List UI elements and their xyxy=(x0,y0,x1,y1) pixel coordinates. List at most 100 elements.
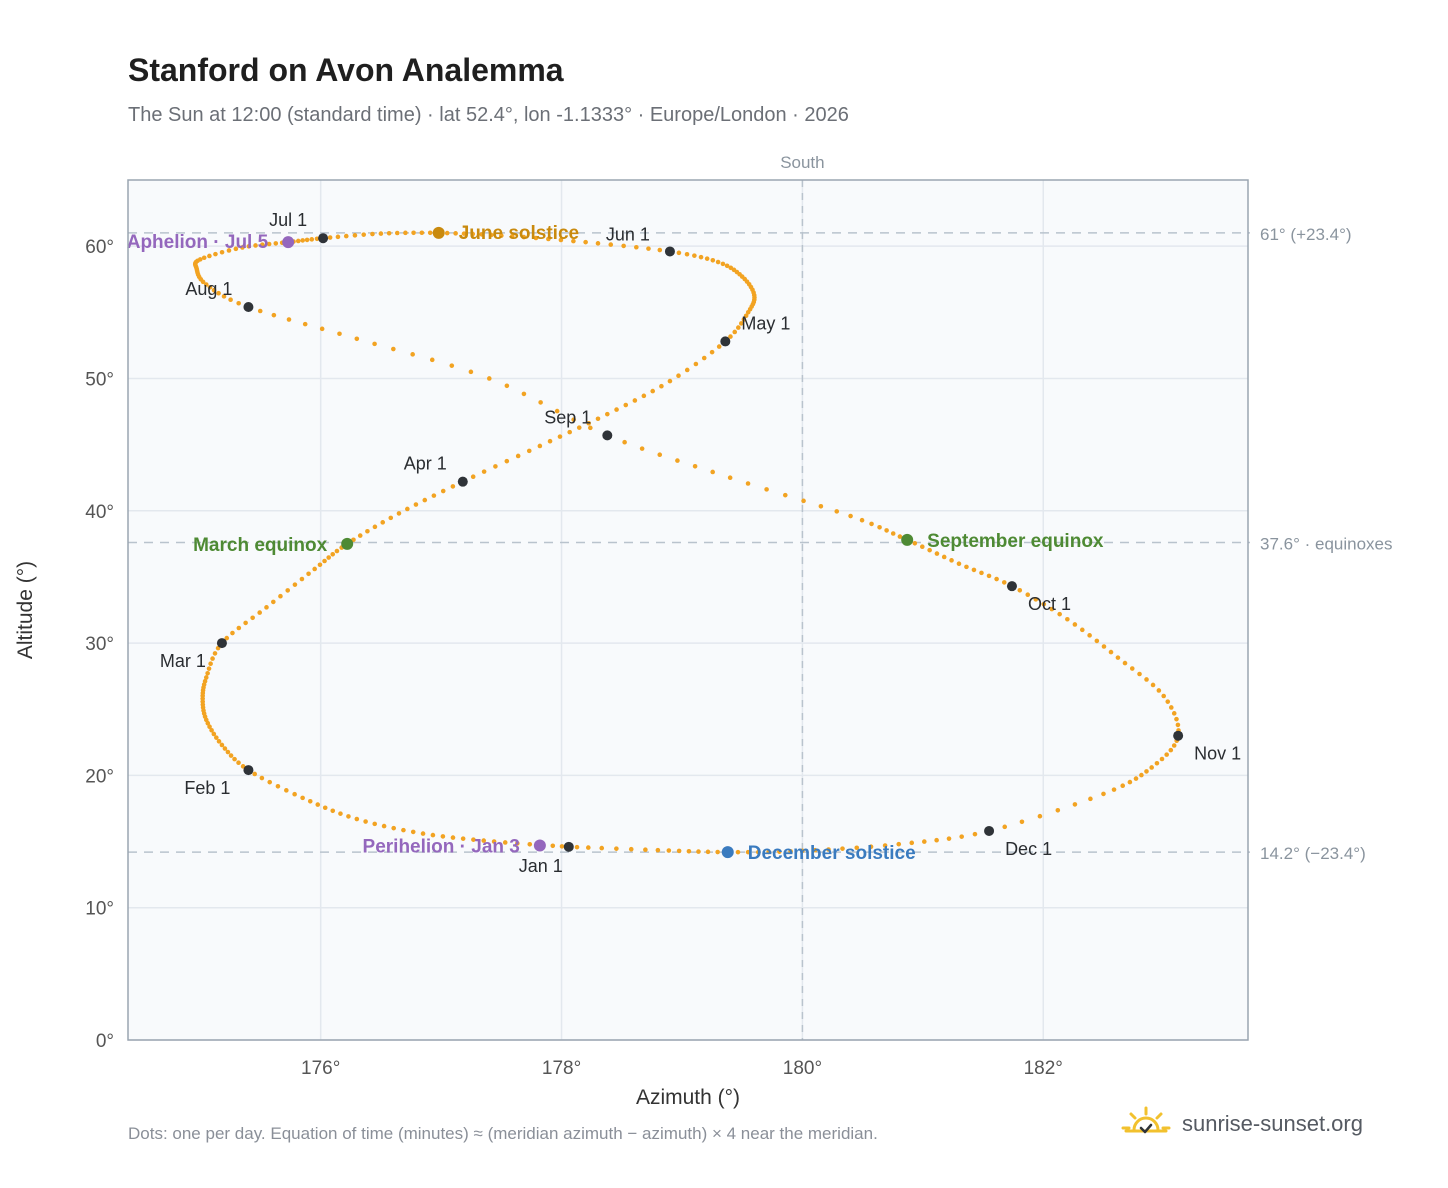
daily-sun-dot xyxy=(1122,660,1128,666)
daily-sun-dot xyxy=(372,821,378,827)
daily-sun-dot xyxy=(692,253,697,258)
daily-sun-dot xyxy=(449,363,455,368)
daily-sun-dot xyxy=(728,265,734,271)
daily-sun-dot xyxy=(1171,711,1177,716)
daily-sun-dot xyxy=(232,756,237,762)
daily-sun-dot xyxy=(766,849,771,855)
daily-sun-dot xyxy=(527,841,533,847)
daily-sun-dot xyxy=(701,355,707,361)
daily-sun-dot xyxy=(504,458,510,464)
daily-sun-dot xyxy=(676,848,682,854)
daily-sun-dot xyxy=(213,251,218,257)
daily-sun-dot xyxy=(639,446,645,451)
daily-sun-dot xyxy=(216,290,221,296)
x-tick-label: 180° xyxy=(783,1058,822,1079)
daily-sun-dot xyxy=(420,831,426,836)
footer-note: Dots: one per day. Equation of time (min… xyxy=(128,1124,878,1143)
daily-sun-dot xyxy=(271,312,277,318)
daily-sun-dot xyxy=(1033,597,1039,602)
daily-sun-dot xyxy=(411,230,416,236)
date-markers xyxy=(216,226,1184,859)
daily-sun-dot xyxy=(266,241,272,247)
daily-sun-dot xyxy=(684,251,690,257)
daily-sun-dot xyxy=(380,520,386,525)
daily-sun-dot xyxy=(666,848,672,853)
daily-sun-dot xyxy=(203,282,209,287)
daily-sun-dot xyxy=(934,551,940,556)
event-label: September equinox xyxy=(927,531,1104,552)
daily-sun-dot xyxy=(526,448,532,454)
daily-sun-dot xyxy=(273,241,279,246)
daily-sun-dot xyxy=(595,241,601,246)
daily-sun-dot xyxy=(608,242,614,247)
sun-check-icon xyxy=(1121,1106,1171,1134)
daily-sun-dot xyxy=(315,802,321,807)
daily-sun-dot xyxy=(286,317,292,322)
daily-sun-dot xyxy=(219,249,225,255)
daily-sun-dot xyxy=(956,561,962,566)
daily-sun-dot xyxy=(1002,824,1008,830)
month-marker xyxy=(602,430,613,441)
x-tick-label: 178° xyxy=(542,1058,581,1079)
daily-sun-dot xyxy=(309,237,315,242)
daily-sun-dot xyxy=(207,724,212,730)
daily-sun-dot xyxy=(877,524,882,530)
daily-sun-dot xyxy=(1088,796,1093,802)
daily-sun-dot xyxy=(964,564,969,570)
daily-sun-dot xyxy=(854,845,860,851)
daily-sun-dot xyxy=(461,231,467,236)
daily-sun-dot xyxy=(481,469,487,474)
daily-sun-dot xyxy=(632,398,638,403)
daily-sun-dot xyxy=(250,615,255,621)
daily-sun-dot xyxy=(236,760,241,766)
daily-sun-dot xyxy=(236,300,241,306)
daily-sun-dot xyxy=(724,263,730,269)
daily-sun-dot xyxy=(1133,776,1139,781)
daily-sun-dot xyxy=(599,845,605,851)
daily-sun-dot xyxy=(300,795,305,801)
daily-sun-dot xyxy=(559,844,565,849)
event-label: Perihelion · Jan 3 xyxy=(363,837,520,858)
daily-sun-dot xyxy=(693,361,699,367)
daily-sun-dot xyxy=(684,367,690,373)
daily-sun-dot xyxy=(292,791,297,797)
daily-sun-dot xyxy=(205,670,210,676)
daily-sun-dot xyxy=(800,848,805,854)
brand-link[interactable]: sunrise-sunset.org xyxy=(1118,1102,1363,1146)
daily-sun-dot xyxy=(222,746,228,751)
daily-sun-dot xyxy=(200,279,206,285)
daily-sun-dot xyxy=(1137,671,1142,677)
daily-sun-dot xyxy=(334,548,340,554)
daily-sun-dot xyxy=(546,236,551,242)
daily-sun-dot xyxy=(361,232,367,237)
month-marker xyxy=(243,302,254,313)
daily-sun-dot xyxy=(365,528,370,534)
daily-sun-dot xyxy=(745,849,751,855)
daily-sun-dot xyxy=(488,232,494,238)
daily-sun-dot xyxy=(471,837,476,842)
daily-sun-dot xyxy=(322,558,327,564)
daily-sun-dot xyxy=(202,678,208,684)
event-label: March equinox xyxy=(193,535,328,556)
daily-sun-dot xyxy=(252,771,258,777)
daily-sun-dot xyxy=(705,849,711,855)
daily-sun-dot xyxy=(650,388,656,394)
daily-sun-dot xyxy=(396,511,402,516)
daily-sun-dot xyxy=(240,245,245,250)
daily-sun-dot xyxy=(1111,787,1117,792)
daily-sun-dot xyxy=(337,331,342,337)
month-label: Mar 1 xyxy=(160,651,206,671)
daily-sun-dot xyxy=(657,452,663,458)
daily-sun-dot xyxy=(304,237,310,243)
daily-sun-dot xyxy=(896,841,902,847)
daily-sun-dot xyxy=(343,233,349,239)
daily-sun-dot xyxy=(1127,779,1133,785)
daily-sun-dot xyxy=(1065,616,1070,622)
daily-sun-dot xyxy=(499,233,504,238)
month-marker xyxy=(984,825,995,836)
daily-sun-dot xyxy=(834,509,840,514)
daily-sun-dot xyxy=(1057,611,1062,617)
daily-sun-dot xyxy=(401,827,406,833)
daily-sun-dot xyxy=(971,567,977,573)
